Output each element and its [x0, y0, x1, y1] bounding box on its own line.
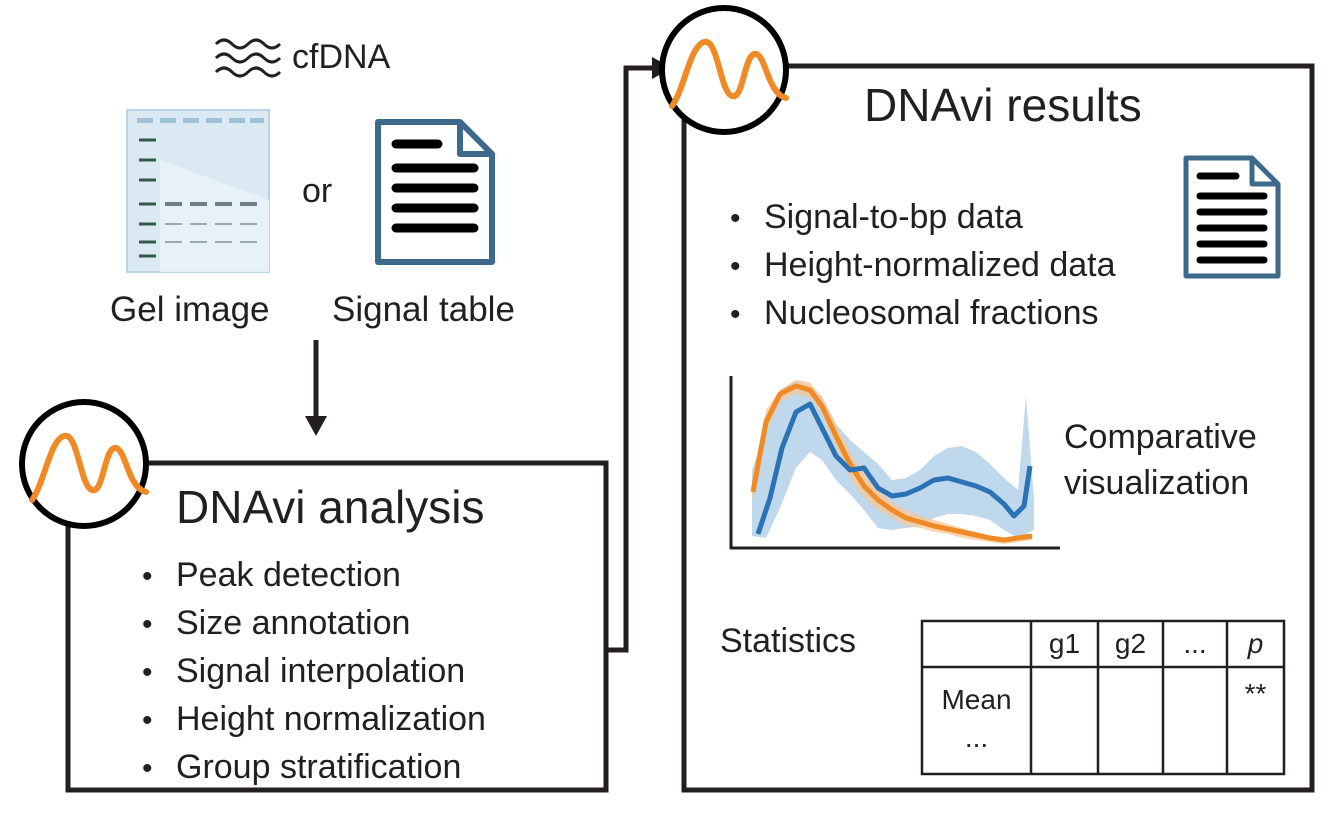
signal-table-document-icon [375, 119, 495, 265]
comparative-plot [729, 376, 1060, 550]
gel-image-label: Gel image [110, 290, 270, 329]
orange-series-line [750, 383, 1033, 543]
table-cell-significance: ** [1244, 678, 1267, 709]
list-item: • Size annotation [142, 604, 411, 642]
blue-confidence-band [752, 380, 1034, 538]
connector-arrow [606, 57, 672, 653]
analysis-title: DNAvi analysis [176, 481, 485, 533]
statistics-table-grid [920, 619, 1286, 776]
analysis-box [65, 460, 609, 793]
comparative-visualization-label-line2: visualization [1064, 464, 1250, 502]
down-arrow [305, 340, 327, 436]
cfdna-label: cfDNA [292, 38, 391, 76]
table-header-cell: g1 [1048, 628, 1081, 659]
list-item: • Height-normalized data [730, 246, 1116, 284]
results-outputs-list: • Signal-to-bp data • Height-normalized da… [730, 194, 1116, 338]
table-row-label: ... [964, 722, 989, 753]
results-title: DNAvi results [864, 79, 1142, 131]
list-item: • Signal-to-bp data [730, 198, 1023, 236]
blue-series-line [755, 401, 1033, 535]
dnavi-logo-icon [19, 399, 149, 529]
table-row-label: Mean [941, 684, 1012, 715]
results-document-icon [1183, 155, 1281, 279]
dnavi-logo-icon [659, 5, 789, 135]
cfdna-waves-icon [214, 38, 282, 78]
statistics-label: Statistics [720, 622, 857, 660]
table-header-cell: p [1247, 628, 1264, 659]
list-item: • Height normalization [142, 700, 486, 738]
signal-table-label: Signal table [332, 290, 515, 329]
or-label: or [302, 172, 333, 210]
table-header-cell: ... [1183, 628, 1207, 659]
gel-image-icon [126, 109, 270, 273]
analysis-steps-list: • Peak detection • Size annotation • Signal… [142, 552, 486, 792]
list-item: • Group stratification [142, 748, 462, 786]
list-item: • Signal interpolation [142, 652, 466, 690]
comparative-visualization-label-line1: Comparative [1064, 418, 1257, 456]
table-header-cell: g2 [1114, 628, 1147, 659]
list-item: • Nucleosomal fractions [730, 294, 1099, 332]
list-item: • Peak detection [142, 556, 401, 594]
